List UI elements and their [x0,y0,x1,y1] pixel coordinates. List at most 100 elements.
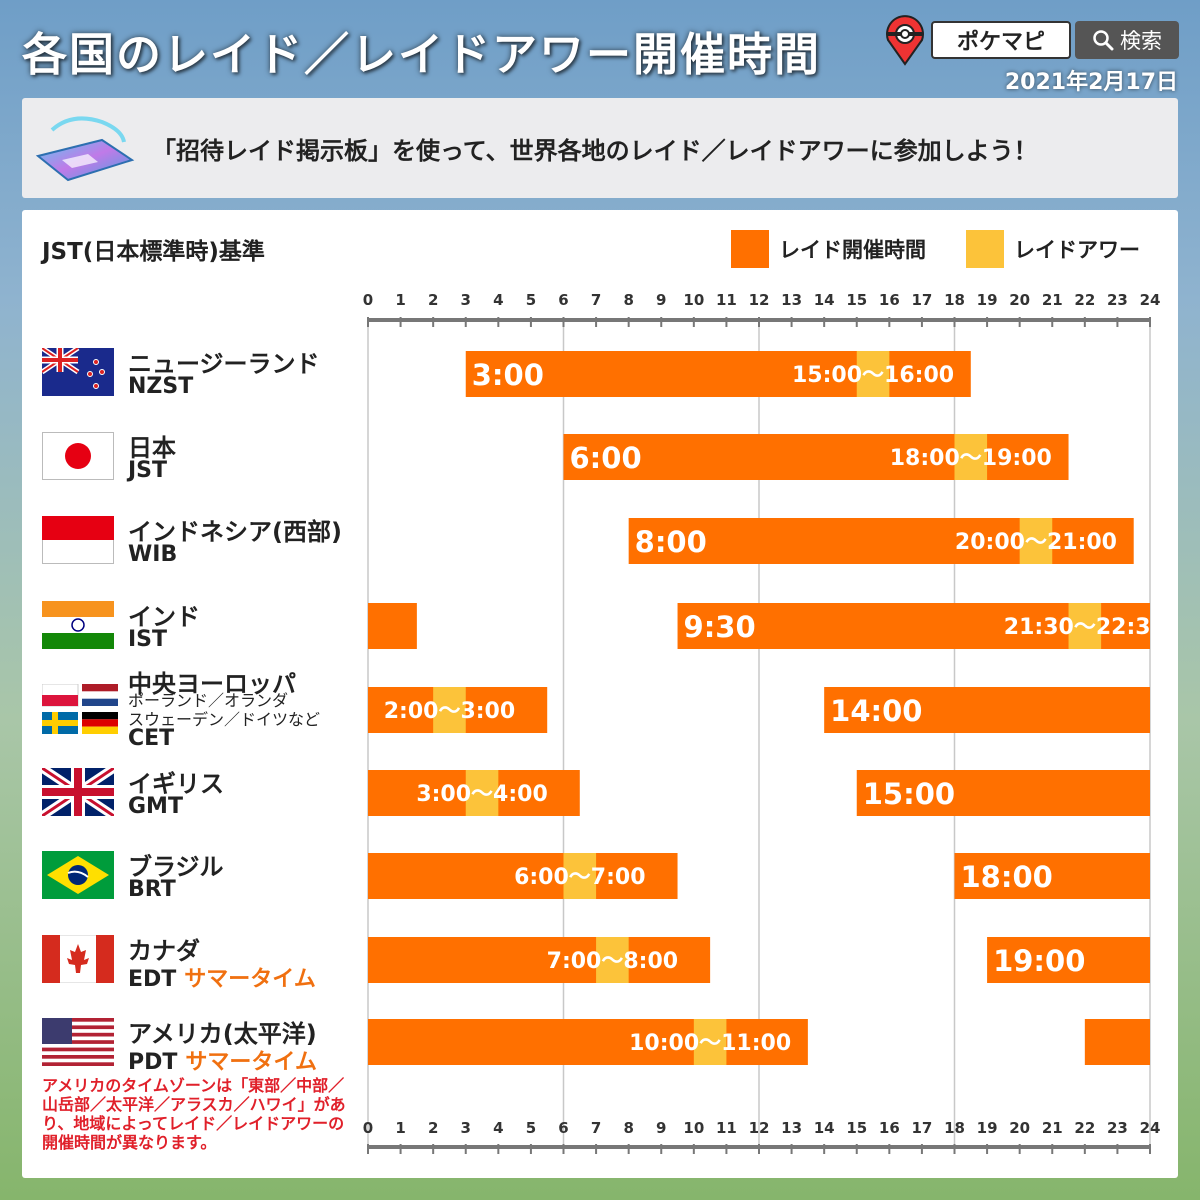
legend-hour: レイドアワー [966,230,1140,268]
axis-tick-label: 21 [1042,291,1063,309]
axis-tick-label: 24 [1140,1119,1161,1137]
banner-text: 「招待レイド掲示板」を使って、世界各地のレイド／レイドアワーに参加しよう！ [152,136,1038,165]
country-name: ニュージーランド [128,350,320,378]
bar-time-label: 15:00 [863,777,955,811]
axis-tick-label: 7 [591,291,601,309]
bar-time-label: 21:30〜22:30 [1004,615,1166,640]
timezone-label: BRT [128,877,176,902]
axis-tick-label: 17 [911,1119,932,1137]
timezone-label: EDT サマータイム [128,961,316,993]
axis-tick-label: 9 [656,1119,666,1137]
raid-hour-bar [1068,603,1102,649]
bar-time-label: 7:00〜8:00 [547,949,678,974]
pokemapi-logo-icon[interactable] [880,14,930,66]
legend-raid-label: レイド開催時間 [779,238,926,262]
bar-time-label: 10:00〜11:00 [629,1031,791,1056]
axis-tick-label: 13 [781,1119,802,1137]
axis-tick-label: 18 [944,291,965,309]
axis-tick-label: 0 [363,291,373,309]
axis-tick-label: 7 [591,1119,601,1137]
axis-tick-label: 23 [1107,1119,1128,1137]
axis-tick-label: 8 [623,291,633,309]
axis-tick-label: 2 [428,1119,438,1137]
summer-time-label: サマータイム [184,967,316,992]
axis-tick-label: 13 [781,291,802,309]
raid-bar [1084,1019,1150,1065]
axis-tick-label: 6 [558,1119,568,1137]
banner: 「招待レイド掲示板」を使って、世界各地のレイド／レイドアワーに参加しよう！ [22,98,1178,198]
axis-tick-label: 19 [977,291,998,309]
axis-tick-label: 15 [846,1119,867,1137]
axis-tick-label: 8 [623,1119,633,1137]
timezone-code: PDT [128,1050,178,1075]
country-name: カナダ [128,937,200,965]
axis-tick-label: 15 [846,291,867,309]
raid-hour-bar [433,687,466,733]
axis-tick-label: 12 [749,291,770,309]
axis-tick-label: 23 [1107,291,1128,309]
axis-tick-label: 16 [879,1119,900,1137]
axis-tick-label: 6 [558,291,568,309]
bar-time-label: 18:00〜19:00 [890,446,1052,471]
timezone-code: EDT [128,967,177,992]
timezone-label: CET [128,726,175,751]
raid-hour-bar [596,937,629,983]
search-button[interactable]: 検索 [1075,21,1179,59]
country-name: イギリス [128,770,224,798]
footnote: アメリカのタイムゾーンは「東部／中部／山岳部／太平洋／アラスカ／ハワイ」があり、… [42,1076,346,1152]
bar-time-label: 18:00 [961,860,1053,894]
bar-time-label: 14:00 [830,694,922,728]
axis-tick-label: 19 [977,1119,998,1137]
raid-hour-bar [563,853,597,899]
timezone-label: GMT [128,794,183,819]
bar-time-label: 3:00 [472,358,544,392]
legend-hour-label: レイドアワー [1014,238,1140,262]
axis-tick-label: 3 [461,1119,471,1137]
axis-tick-label: 9 [656,291,666,309]
brazil-flag-icon [42,851,114,899]
country-note: スウェーデン／ドイツなど [128,710,321,729]
bar-time-label: 20:00〜21:00 [955,530,1117,555]
axis-tick-label: 17 [911,291,932,309]
timezone-label: PDT サマータイム [128,1044,317,1076]
raid-bar [954,853,1150,899]
axis-tick-label: 14 [814,291,835,309]
country-name: 中央ヨーロッパ [128,670,296,698]
axis-tick-label: 5 [526,291,536,309]
axis-tick-label: 20 [1009,1119,1030,1137]
page-title: 各国のレイド／レイドアワー開催時間 [22,28,822,81]
bar-time-label: 6:00 [570,441,642,475]
raid-hour-bar [693,1019,727,1065]
bar-time-label: 6:00〜7:00 [514,865,645,890]
bar-time-label: 8:00 [635,525,707,559]
timezone-label: JST [128,458,168,483]
bar-time-label: 9:30 [684,610,756,644]
summer-time-label: サマータイム [185,1050,317,1075]
axis-tick-label: 21 [1042,1119,1063,1137]
raid-hour-bar [954,434,988,480]
raid-bar [368,937,711,983]
bar-time-label: 2:00〜3:00 [384,699,515,724]
axis-tick-label: 1 [395,291,405,309]
brand-button[interactable]: ポケマピ [931,21,1071,59]
axis-tick-label: 16 [879,291,900,309]
axis-tick-label: 3 [461,291,471,309]
country-name: アメリカ(太平洋) [128,1020,317,1048]
central-europe-flags-icon [42,684,118,734]
bar-time-label: 19:00 [993,944,1085,978]
legend-raid: レイド開催時間 [731,230,926,268]
timezone-label: NZST [128,374,194,399]
country-name: ブラジル [128,853,224,881]
uk-flag-icon [42,768,114,816]
raid-bar [856,770,1150,816]
raid-hour-bar [1019,518,1053,564]
bar-time-label: 15:00〜16:00 [792,363,954,388]
country-name: インド [128,603,200,631]
japan-flag-icon [42,432,114,480]
axis-tick-label: 0 [363,1119,373,1137]
axis-tick-label: 22 [1074,1119,1095,1137]
bar-time-label: 22:00 [989,1026,1081,1060]
axis-tick-label: 24 [1140,291,1161,309]
axis-tick-label: 2 [428,291,438,309]
axis-tick-label: 10 [683,291,704,309]
